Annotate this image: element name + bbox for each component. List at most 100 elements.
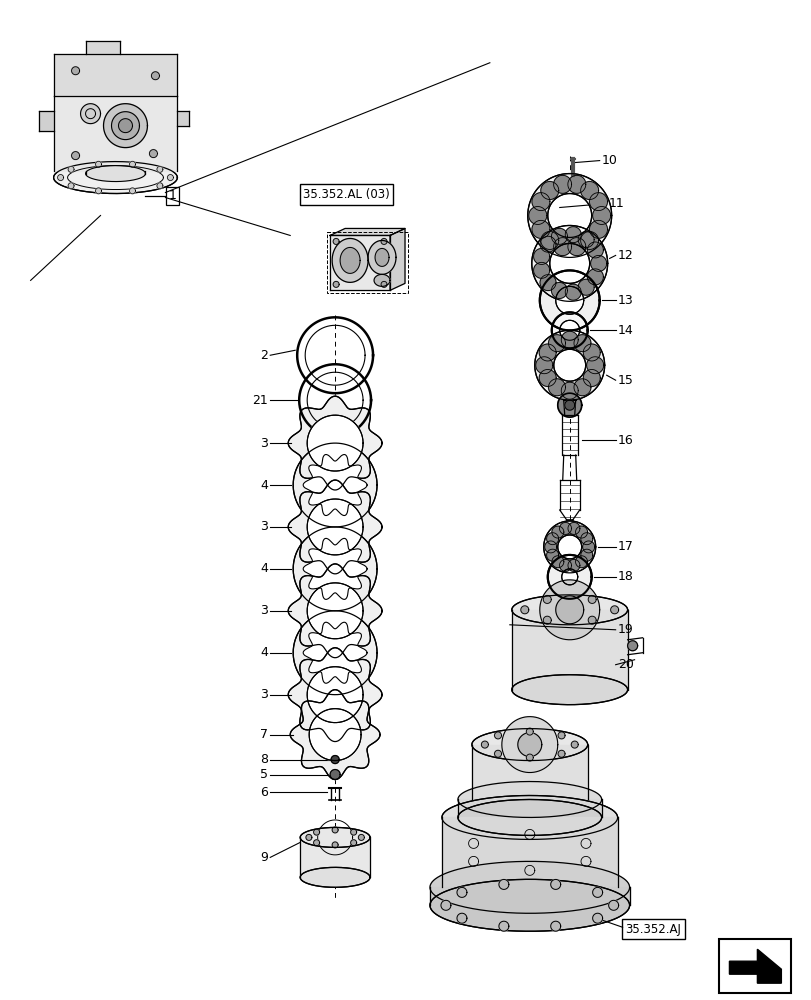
Polygon shape xyxy=(557,750,564,757)
Text: 20: 20 xyxy=(617,658,633,671)
Text: 4: 4 xyxy=(260,646,268,659)
Text: 17: 17 xyxy=(617,540,633,553)
Polygon shape xyxy=(520,606,528,614)
Polygon shape xyxy=(85,41,120,54)
Bar xyxy=(719,939,791,993)
Polygon shape xyxy=(471,729,587,761)
Polygon shape xyxy=(539,275,556,291)
Polygon shape xyxy=(177,111,189,126)
Polygon shape xyxy=(430,861,629,913)
Polygon shape xyxy=(557,732,564,739)
Text: 16: 16 xyxy=(617,434,633,447)
Polygon shape xyxy=(511,675,627,705)
Polygon shape xyxy=(548,335,564,352)
Polygon shape xyxy=(54,162,177,194)
Polygon shape xyxy=(340,247,359,273)
Polygon shape xyxy=(567,522,579,534)
Polygon shape xyxy=(293,527,376,611)
Polygon shape xyxy=(300,867,370,887)
Polygon shape xyxy=(293,443,376,527)
Polygon shape xyxy=(627,641,637,651)
Polygon shape xyxy=(587,595,595,603)
Polygon shape xyxy=(551,526,563,538)
Polygon shape xyxy=(457,799,601,835)
Text: 14: 14 xyxy=(617,324,633,337)
Polygon shape xyxy=(440,900,450,910)
Polygon shape xyxy=(559,320,579,340)
Text: 5: 5 xyxy=(260,768,268,781)
Polygon shape xyxy=(71,152,79,160)
Polygon shape xyxy=(333,281,339,287)
Polygon shape xyxy=(553,238,571,256)
Polygon shape xyxy=(330,770,340,780)
Polygon shape xyxy=(543,616,551,624)
Polygon shape xyxy=(380,238,387,244)
Polygon shape xyxy=(547,555,591,599)
Polygon shape xyxy=(592,913,602,923)
Polygon shape xyxy=(68,183,74,189)
Polygon shape xyxy=(68,166,74,172)
Text: 6: 6 xyxy=(260,786,268,799)
Polygon shape xyxy=(288,648,381,742)
Polygon shape xyxy=(540,182,558,199)
Polygon shape xyxy=(303,538,367,599)
Polygon shape xyxy=(546,549,558,561)
Text: 11: 11 xyxy=(608,197,624,210)
Text: 19: 19 xyxy=(617,623,633,636)
Polygon shape xyxy=(96,161,101,167)
Polygon shape xyxy=(550,921,560,931)
Polygon shape xyxy=(300,837,370,877)
Polygon shape xyxy=(557,535,581,559)
Text: 2: 2 xyxy=(260,349,268,362)
Polygon shape xyxy=(589,193,607,211)
Polygon shape xyxy=(307,667,363,723)
Polygon shape xyxy=(526,754,533,761)
Polygon shape xyxy=(129,161,135,167)
Polygon shape xyxy=(157,166,163,172)
Polygon shape xyxy=(313,840,320,846)
Polygon shape xyxy=(157,183,163,189)
Polygon shape xyxy=(330,228,405,235)
Polygon shape xyxy=(564,284,581,300)
Polygon shape xyxy=(580,231,598,249)
Polygon shape xyxy=(551,228,567,244)
Polygon shape xyxy=(539,369,556,386)
Polygon shape xyxy=(471,745,587,799)
Polygon shape xyxy=(71,67,79,75)
Text: 13: 13 xyxy=(617,294,633,307)
Polygon shape xyxy=(540,231,558,249)
Polygon shape xyxy=(567,238,585,256)
Polygon shape xyxy=(332,827,337,833)
Polygon shape xyxy=(531,220,549,238)
Polygon shape xyxy=(559,559,571,571)
Polygon shape xyxy=(586,242,603,258)
Polygon shape xyxy=(573,335,590,352)
Polygon shape xyxy=(577,232,594,248)
Polygon shape xyxy=(533,262,549,278)
Polygon shape xyxy=(564,227,581,243)
Polygon shape xyxy=(430,887,629,905)
Polygon shape xyxy=(313,829,320,835)
Polygon shape xyxy=(575,556,587,568)
Text: 4: 4 xyxy=(260,479,268,492)
Polygon shape xyxy=(527,174,611,257)
Polygon shape xyxy=(309,709,361,761)
Polygon shape xyxy=(580,549,592,561)
Polygon shape xyxy=(549,243,589,283)
Polygon shape xyxy=(374,274,389,286)
Polygon shape xyxy=(151,72,159,80)
Polygon shape xyxy=(511,595,627,625)
Polygon shape xyxy=(528,207,546,224)
Polygon shape xyxy=(539,270,599,330)
Polygon shape xyxy=(526,728,533,735)
Polygon shape xyxy=(501,717,557,773)
Polygon shape xyxy=(494,732,501,739)
Polygon shape xyxy=(307,415,363,471)
Polygon shape xyxy=(96,188,101,194)
Polygon shape xyxy=(457,913,466,923)
Polygon shape xyxy=(288,396,381,490)
Polygon shape xyxy=(557,393,581,417)
Polygon shape xyxy=(307,499,363,555)
Polygon shape xyxy=(586,269,603,285)
Polygon shape xyxy=(586,357,603,374)
